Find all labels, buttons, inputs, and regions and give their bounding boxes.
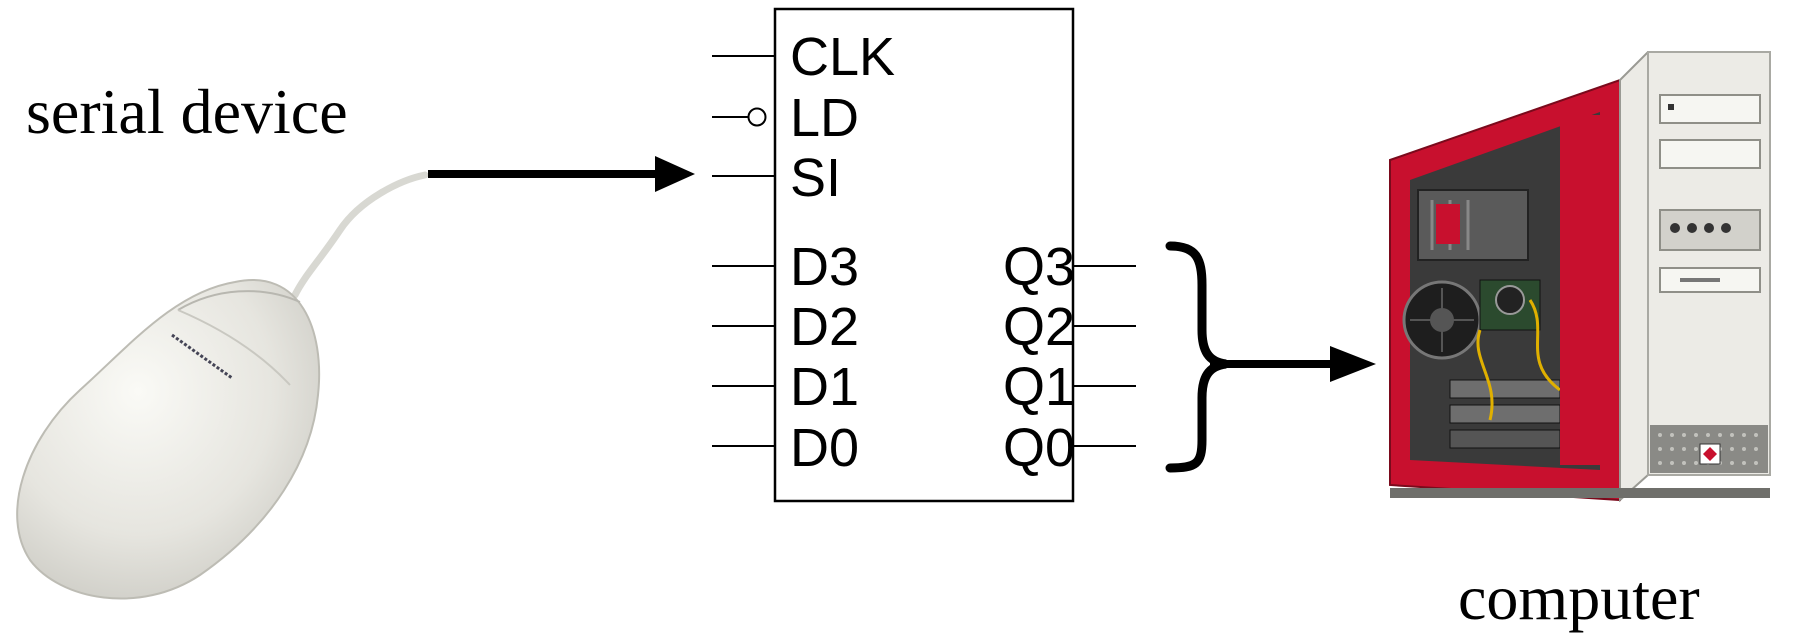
pin-label-clk: CLK [790,27,895,87]
pin-label-q1: Q1 [1003,357,1075,417]
pin-label-d1: D1 [790,357,859,417]
shift-register: CLK LD SI D3 D2 D1 D0 Q3 Q2 Q1 Q0 [712,7,1136,503]
computer-tower-icon [1389,50,1771,503]
register-box [773,7,1075,503]
pin-label-ld: LD [790,88,859,148]
output-brace [1165,241,1227,473]
pin-label-d2: D2 [790,297,859,357]
serial-device-label: serial device [26,76,348,147]
pin-label-d3: D3 [790,237,859,297]
computer-label: computer [1458,562,1700,633]
pin-label-si: SI [790,148,841,208]
output-arrow [1210,346,1376,382]
pin-label-q3: Q3 [1003,237,1075,297]
input-arrow [428,156,695,192]
pin-label-q0: Q0 [1003,418,1075,478]
pin-label-d0: D0 [790,418,859,478]
ld-inversion-bubble [747,107,767,127]
mouse-icon [16,171,429,600]
pin-label-q2: Q2 [1003,297,1075,357]
